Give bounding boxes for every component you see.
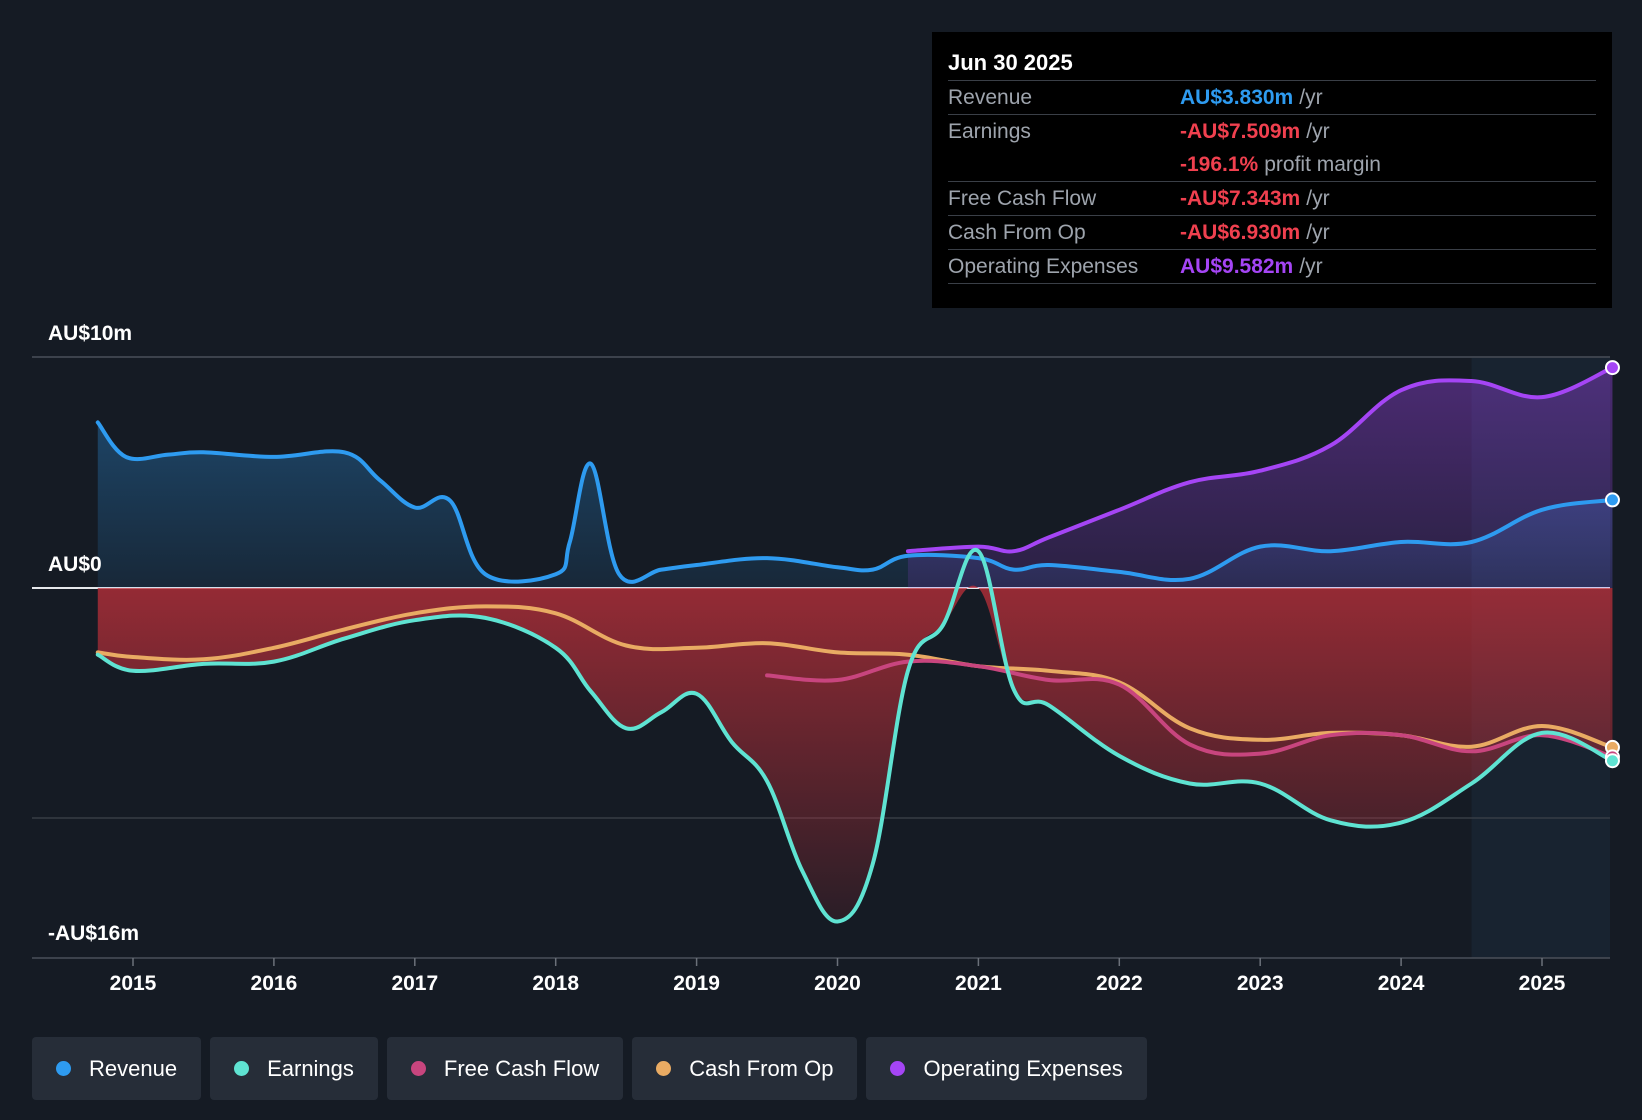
tooltip-value: -AU$6.930m bbox=[1180, 221, 1301, 244]
tooltip-unit: /yr bbox=[1306, 187, 1330, 210]
x-tick-label: 2022 bbox=[1096, 972, 1143, 995]
tooltip-row: Cash From Op -AU$6.930m/yr bbox=[948, 215, 1596, 249]
legend-dot-icon bbox=[56, 1061, 71, 1076]
tooltip-row: Free Cash Flow -AU$7.343m/yr bbox=[948, 181, 1596, 215]
tooltip-value: -AU$7.343m bbox=[1180, 187, 1301, 210]
legend-label: Earnings bbox=[267, 1055, 354, 1081]
legend-label: Cash From Op bbox=[689, 1055, 834, 1081]
legend-label: Revenue bbox=[89, 1055, 178, 1081]
earnings-end-dot bbox=[1604, 753, 1620, 769]
tooltip-unit: /yr bbox=[1299, 255, 1323, 278]
tooltip-value: -196.1% bbox=[1180, 153, 1259, 176]
y-tick-label: -AU$16m bbox=[48, 922, 139, 945]
tooltip-row: -196.1% profit margin bbox=[948, 148, 1596, 181]
tooltip-unit: /yr bbox=[1306, 221, 1330, 244]
x-tick-label: 2023 bbox=[1237, 972, 1284, 995]
x-tick-label: 2015 bbox=[110, 972, 157, 995]
operating-expenses-area bbox=[907, 367, 1613, 588]
x-tick-label: 2025 bbox=[1519, 972, 1566, 995]
revenue-line bbox=[95, 420, 1615, 584]
chart: AU$10m AU$0 -AU$16m 2015 2016 2017 2018 2019 202… bbox=[32, 322, 1620, 995]
tooltip-unit: profit margin bbox=[1264, 153, 1381, 176]
legend-label: Free Cash Flow bbox=[443, 1055, 600, 1081]
tooltip-row: Earnings -AU$7.509m/yr bbox=[948, 114, 1596, 148]
legend-item-operating-expenses[interactable]: Operating Expenses bbox=[866, 1037, 1147, 1100]
tooltip-label: Cash From Op bbox=[948, 221, 1086, 244]
y-tick-label: AU$0 bbox=[48, 553, 102, 576]
tooltip-value: AU$9.582m bbox=[1180, 255, 1294, 278]
legend: Revenue Earnings Free Cash Flow Cash From O… bbox=[32, 1037, 1147, 1100]
tooltip-row: Operating Expenses AU$9.582m/yr bbox=[948, 249, 1596, 284]
tooltip-label: Free Cash Flow bbox=[948, 187, 1097, 210]
tooltip-panel: Jun 30 2025 Revenue AU$3.830m/yr Earnings -… bbox=[932, 32, 1612, 308]
x-tick-label: 2017 bbox=[391, 972, 438, 995]
x-tick-label: 2021 bbox=[955, 972, 1002, 995]
earnings-line bbox=[95, 547, 1615, 924]
tooltip-row: Revenue AU$3.830m/yr bbox=[948, 80, 1596, 114]
operating-expenses-line bbox=[905, 365, 1615, 554]
tooltip-label: Earnings bbox=[948, 120, 1031, 143]
tooltip-unit: /yr bbox=[1299, 86, 1323, 109]
x-tick-label: 2020 bbox=[814, 972, 861, 995]
tooltip-label: Revenue bbox=[948, 86, 1033, 109]
earnings-area bbox=[97, 585, 1613, 922]
x-tick-label: 2024 bbox=[1378, 972, 1425, 995]
legend-dot-icon bbox=[656, 1061, 672, 1076]
free-cash-flow-line bbox=[765, 658, 1615, 759]
legend-dot-icon bbox=[410, 1061, 426, 1076]
tooltip-label: Operating Expenses bbox=[948, 255, 1139, 278]
legend-item-free-cash-flow[interactable]: Free Cash Flow bbox=[386, 1037, 624, 1100]
legend-dot-icon bbox=[890, 1061, 906, 1076]
x-tick-label: 2016 bbox=[251, 972, 298, 995]
operating-expenses-end-dot bbox=[1604, 360, 1620, 376]
x-tick-label: 2019 bbox=[673, 972, 720, 995]
tooltip-value: AU$3.830m bbox=[1180, 86, 1294, 109]
tooltip-unit: /yr bbox=[1306, 120, 1330, 143]
legend-item-revenue[interactable]: Revenue bbox=[32, 1037, 202, 1100]
tooltip-value: -AU$7.509m bbox=[1180, 120, 1301, 143]
y-tick-label: AU$10m bbox=[48, 322, 132, 345]
legend-label: Operating Expenses bbox=[923, 1055, 1123, 1081]
legend-dot-icon bbox=[234, 1061, 250, 1076]
legend-item-cash-from-op[interactable]: Cash From Op bbox=[632, 1037, 858, 1100]
x-tick-label: 2018 bbox=[532, 972, 579, 995]
revenue-end-dot bbox=[1604, 492, 1620, 508]
tooltip-label bbox=[948, 148, 1180, 181]
tooltip-date: Jun 30 2025 bbox=[948, 50, 1073, 75]
legend-item-earnings[interactable]: Earnings bbox=[210, 1037, 378, 1100]
